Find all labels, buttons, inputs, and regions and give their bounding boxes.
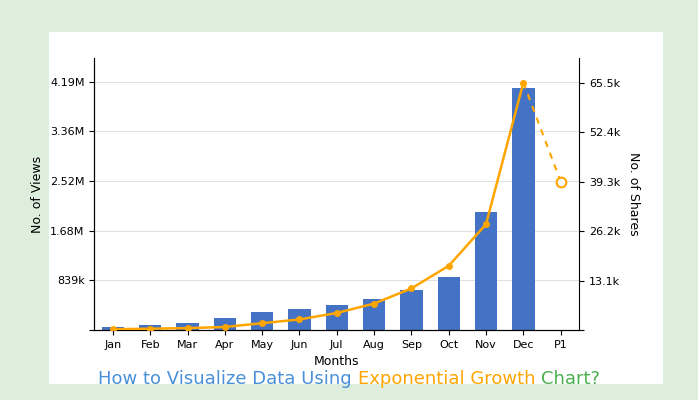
Bar xyxy=(438,277,460,330)
X-axis label: Months: Months xyxy=(314,355,359,368)
Bar xyxy=(102,327,124,330)
Bar xyxy=(400,290,422,330)
Text: Exponential Growth: Exponential Growth xyxy=(357,370,541,388)
Bar xyxy=(251,312,274,330)
Y-axis label: No. of Views: No. of Views xyxy=(31,156,45,232)
Bar xyxy=(177,323,199,330)
Bar xyxy=(475,212,497,330)
Bar xyxy=(214,318,236,330)
Text: How to Visualize Data Using: How to Visualize Data Using xyxy=(98,370,357,388)
Text: Chart?: Chart? xyxy=(541,370,600,388)
Bar xyxy=(288,309,311,330)
Y-axis label: No. of Shares: No. of Shares xyxy=(627,152,640,236)
Bar xyxy=(325,304,348,330)
Bar xyxy=(139,325,161,330)
Bar xyxy=(512,88,535,330)
Bar xyxy=(363,299,385,330)
